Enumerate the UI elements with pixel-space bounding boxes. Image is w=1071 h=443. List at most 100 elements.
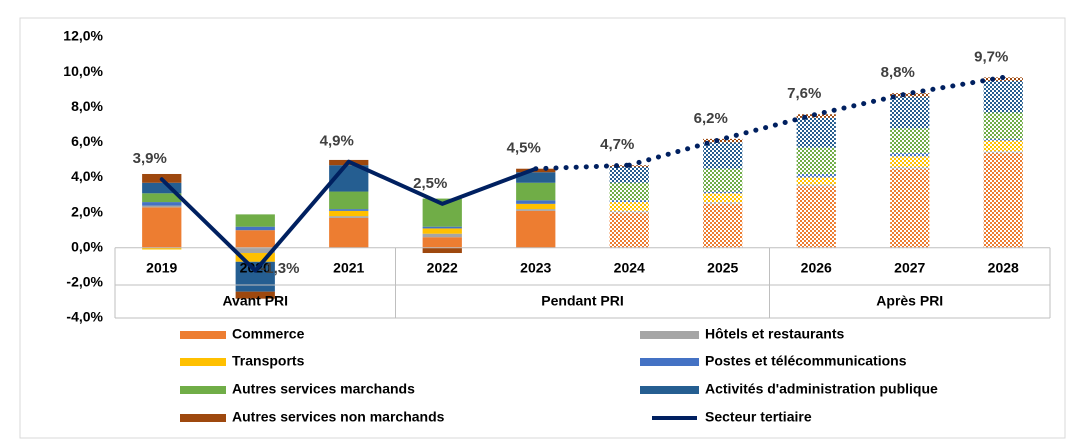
data-label: 8,8% bbox=[881, 64, 915, 81]
bar-segment bbox=[329, 217, 369, 248]
bar-segment bbox=[142, 202, 182, 206]
bar-segment bbox=[609, 200, 649, 203]
y-tick-label: 8,0% bbox=[71, 98, 103, 114]
bar-segment bbox=[142, 247, 182, 250]
legend-label: Commerce bbox=[232, 326, 305, 342]
bar-segment bbox=[703, 203, 743, 248]
bar-segment bbox=[142, 205, 182, 208]
y-tick-label: -2,0% bbox=[66, 274, 103, 290]
bar-segment bbox=[983, 140, 1023, 152]
bar-segment bbox=[235, 214, 275, 227]
bar-segment bbox=[703, 202, 743, 204]
data-label: 3,9% bbox=[133, 150, 167, 167]
x-tick-label: 2023 bbox=[520, 260, 551, 276]
y-tick-label: 12,0% bbox=[63, 28, 103, 44]
bar-segment bbox=[422, 237, 462, 248]
legend-label: Autres services marchands bbox=[232, 381, 415, 397]
legend-label: Transports bbox=[232, 353, 305, 369]
bar-segment bbox=[329, 210, 369, 217]
bar-segment bbox=[703, 142, 743, 169]
x-tick-label: 2027 bbox=[894, 260, 925, 276]
bar-segment bbox=[422, 226, 462, 229]
x-tick-label: 2022 bbox=[427, 260, 458, 276]
data-label: -1,3% bbox=[260, 260, 299, 277]
bar-segment bbox=[703, 191, 743, 194]
y-tick-label: 0,0% bbox=[71, 238, 103, 254]
legend-label: Autres services non marchands bbox=[232, 409, 445, 425]
bar-segment bbox=[516, 203, 556, 210]
legend-swatch bbox=[180, 331, 226, 339]
y-tick-label: 10,0% bbox=[63, 63, 103, 79]
legend-label: Activités d'administration publique bbox=[705, 381, 938, 397]
bar-segment bbox=[516, 209, 556, 211]
bar-segment bbox=[890, 96, 930, 129]
bar-segment bbox=[422, 233, 462, 238]
line-solid bbox=[159, 159, 538, 273]
bar-segment bbox=[142, 207, 182, 248]
bar-segment bbox=[983, 151, 1023, 153]
bar-segment bbox=[609, 210, 649, 213]
bar-segment bbox=[983, 80, 1023, 113]
bar-segment bbox=[329, 216, 369, 218]
bar-segment bbox=[890, 156, 930, 167]
data-label: 9,7% bbox=[974, 48, 1008, 65]
bar-segment bbox=[796, 184, 836, 187]
bar-segment bbox=[890, 128, 930, 153]
x-tick-label: 2025 bbox=[707, 260, 738, 276]
bar-segment bbox=[142, 182, 182, 194]
group-label: Pendant PRI bbox=[541, 293, 623, 309]
bar-segment bbox=[235, 291, 275, 299]
bar-segment bbox=[422, 247, 462, 254]
data-label: 4,5% bbox=[507, 140, 541, 157]
bar-segment bbox=[796, 177, 836, 185]
bar-segment bbox=[235, 230, 275, 248]
bar-segment bbox=[516, 210, 556, 248]
x-tick-label: 2019 bbox=[146, 260, 177, 276]
bar-segment bbox=[609, 166, 649, 183]
bar-segment bbox=[516, 182, 556, 201]
bar-segment bbox=[983, 152, 1023, 248]
bar-segment bbox=[329, 209, 369, 211]
bar-segment bbox=[609, 202, 649, 211]
data-label: 2,5% bbox=[413, 175, 447, 192]
x-tick-label: 2028 bbox=[988, 260, 1019, 276]
bar-segment bbox=[235, 261, 275, 292]
bar-segment bbox=[516, 200, 556, 204]
bar-segment bbox=[890, 168, 930, 248]
x-tick-label: 2026 bbox=[801, 260, 832, 276]
bar-segment bbox=[329, 191, 369, 210]
legend-swatch bbox=[640, 331, 699, 339]
bar-segment bbox=[142, 193, 182, 203]
legend-swatch bbox=[640, 358, 699, 366]
y-tick-label: 6,0% bbox=[71, 133, 103, 149]
legend-label: Secteur tertiaire bbox=[705, 409, 812, 425]
bar-segment bbox=[796, 147, 836, 174]
legend-swatch bbox=[180, 358, 226, 366]
data-label: 6,2% bbox=[694, 110, 728, 127]
legend-label: Hôtels et restaurants bbox=[705, 326, 844, 342]
bar-segment bbox=[235, 247, 275, 254]
legend-swatch bbox=[180, 386, 226, 394]
group-label: Après PRI bbox=[876, 293, 943, 309]
y-tick-label: 2,0% bbox=[71, 203, 103, 219]
bar-segment bbox=[703, 138, 743, 143]
bar-segment bbox=[609, 182, 649, 201]
group-label: Avant PRI bbox=[222, 293, 288, 309]
legend-swatch bbox=[640, 386, 699, 394]
bar-segment bbox=[422, 228, 462, 234]
bar-segment bbox=[609, 212, 649, 248]
legend-swatch bbox=[180, 414, 226, 422]
bar-segment bbox=[890, 93, 930, 97]
data-label: 4,9% bbox=[320, 133, 354, 150]
bar-segment bbox=[796, 186, 836, 248]
bar-segment bbox=[983, 112, 1023, 139]
legend-label: Postes et télécommunications bbox=[705, 353, 907, 369]
bar-segment bbox=[703, 193, 743, 203]
line-dotted bbox=[626, 74, 1006, 168]
bar-segment bbox=[235, 226, 275, 231]
bar-segment bbox=[890, 166, 930, 169]
x-tick-label: 2024 bbox=[614, 260, 645, 276]
bar-segment bbox=[983, 138, 1023, 141]
bar-segment bbox=[796, 173, 836, 178]
